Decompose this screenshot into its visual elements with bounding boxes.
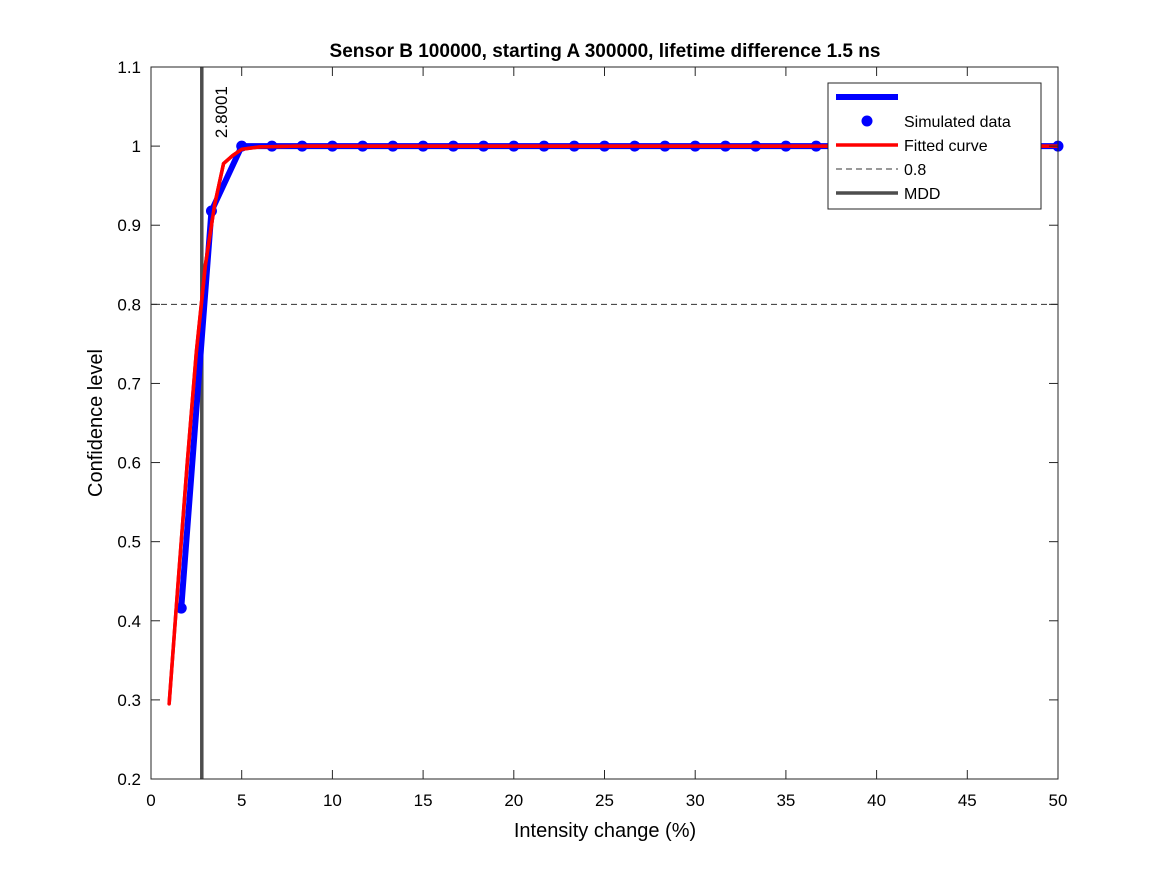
x-tick-label: 15 (414, 791, 433, 810)
x-tick-label: 10 (323, 791, 342, 810)
x-tick-label: 45 (958, 791, 977, 810)
legend: Simulated data Fitted curve 0.8 MDD (827, 82, 1042, 210)
y-tick-label: 0.3 (117, 691, 141, 710)
mdd-value-label: 2.8001 (212, 86, 231, 138)
fitted-curve-line-overlay (167, 144, 1058, 704)
legend-label: MDD (904, 186, 940, 203)
chart-title: Sensor B 100000, starting A 300000, life… (330, 41, 881, 62)
x-tick-label: 5 (237, 791, 246, 810)
x-tick-label: 0 (146, 791, 155, 810)
y-tick-label: 0.9 (117, 216, 141, 235)
plot-area: 0 5 10 15 20 25 30 35 40 45 50 0.2 0.3 0.4 0.5 0.6 0.7 0.… (117, 58, 1067, 810)
y-tick-label: 0.5 (117, 533, 141, 552)
x-tick-label: 50 (1049, 791, 1068, 810)
y-tick-label: 1 (132, 137, 141, 156)
x-tick-label: 40 (867, 791, 886, 810)
legend-marker-swatch (861, 115, 873, 127)
y-tick-label: 0.7 (117, 374, 141, 393)
y-tick-label: 0.6 (117, 454, 141, 473)
y-axis-title: Confidence level (85, 349, 107, 497)
legend-label: Fitted curve (904, 138, 988, 155)
x-tick-label: 25 (595, 791, 614, 810)
y-tick-label: 0.2 (117, 770, 141, 789)
x-tick-label: 20 (504, 791, 523, 810)
legend-label: 0.8 (904, 162, 926, 179)
legend-label: Simulated data (904, 114, 1011, 131)
y-tick-label: 1.1 (117, 58, 141, 77)
y-tick-label: 0.4 (117, 612, 141, 631)
x-tick-label: 35 (776, 791, 795, 810)
x-axis-title: Intensity change (%) (514, 820, 696, 842)
y-tick-label: 0.8 (117, 295, 141, 314)
x-tick-label: 30 (686, 791, 705, 810)
data-point (175, 602, 187, 614)
